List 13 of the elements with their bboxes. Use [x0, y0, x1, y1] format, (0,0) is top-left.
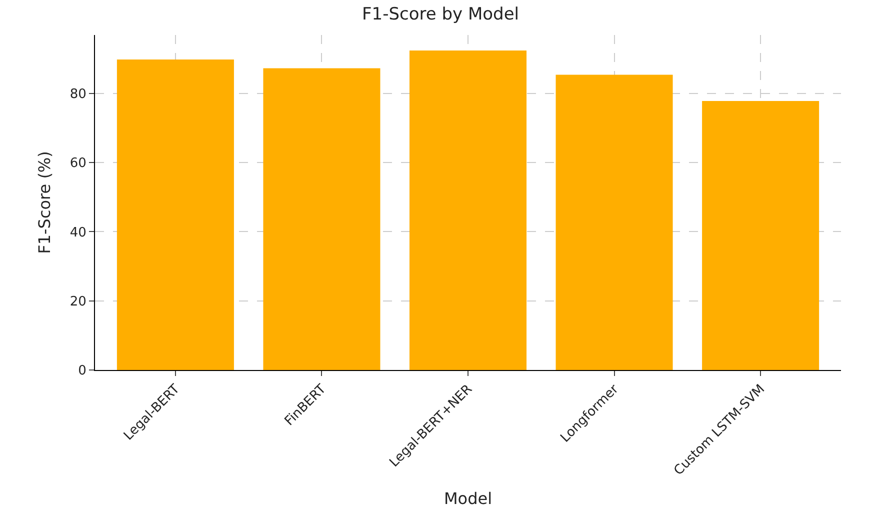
y-tick-label: 0 — [78, 364, 86, 379]
y-tick-label: 20 — [70, 294, 86, 310]
bar — [702, 101, 820, 370]
bar — [263, 68, 380, 370]
bar — [556, 74, 673, 370]
y-tick-label: 80 — [70, 86, 86, 102]
chart-title: F1-Score by Model — [362, 4, 520, 25]
bar — [409, 50, 527, 370]
x-axis-title: Model — [444, 489, 492, 508]
y-tick-label: 60 — [70, 156, 86, 172]
y-axis-title: F1-Score (%) — [34, 151, 54, 254]
bar — [116, 60, 234, 370]
y-tick-label: 40 — [70, 225, 86, 240]
